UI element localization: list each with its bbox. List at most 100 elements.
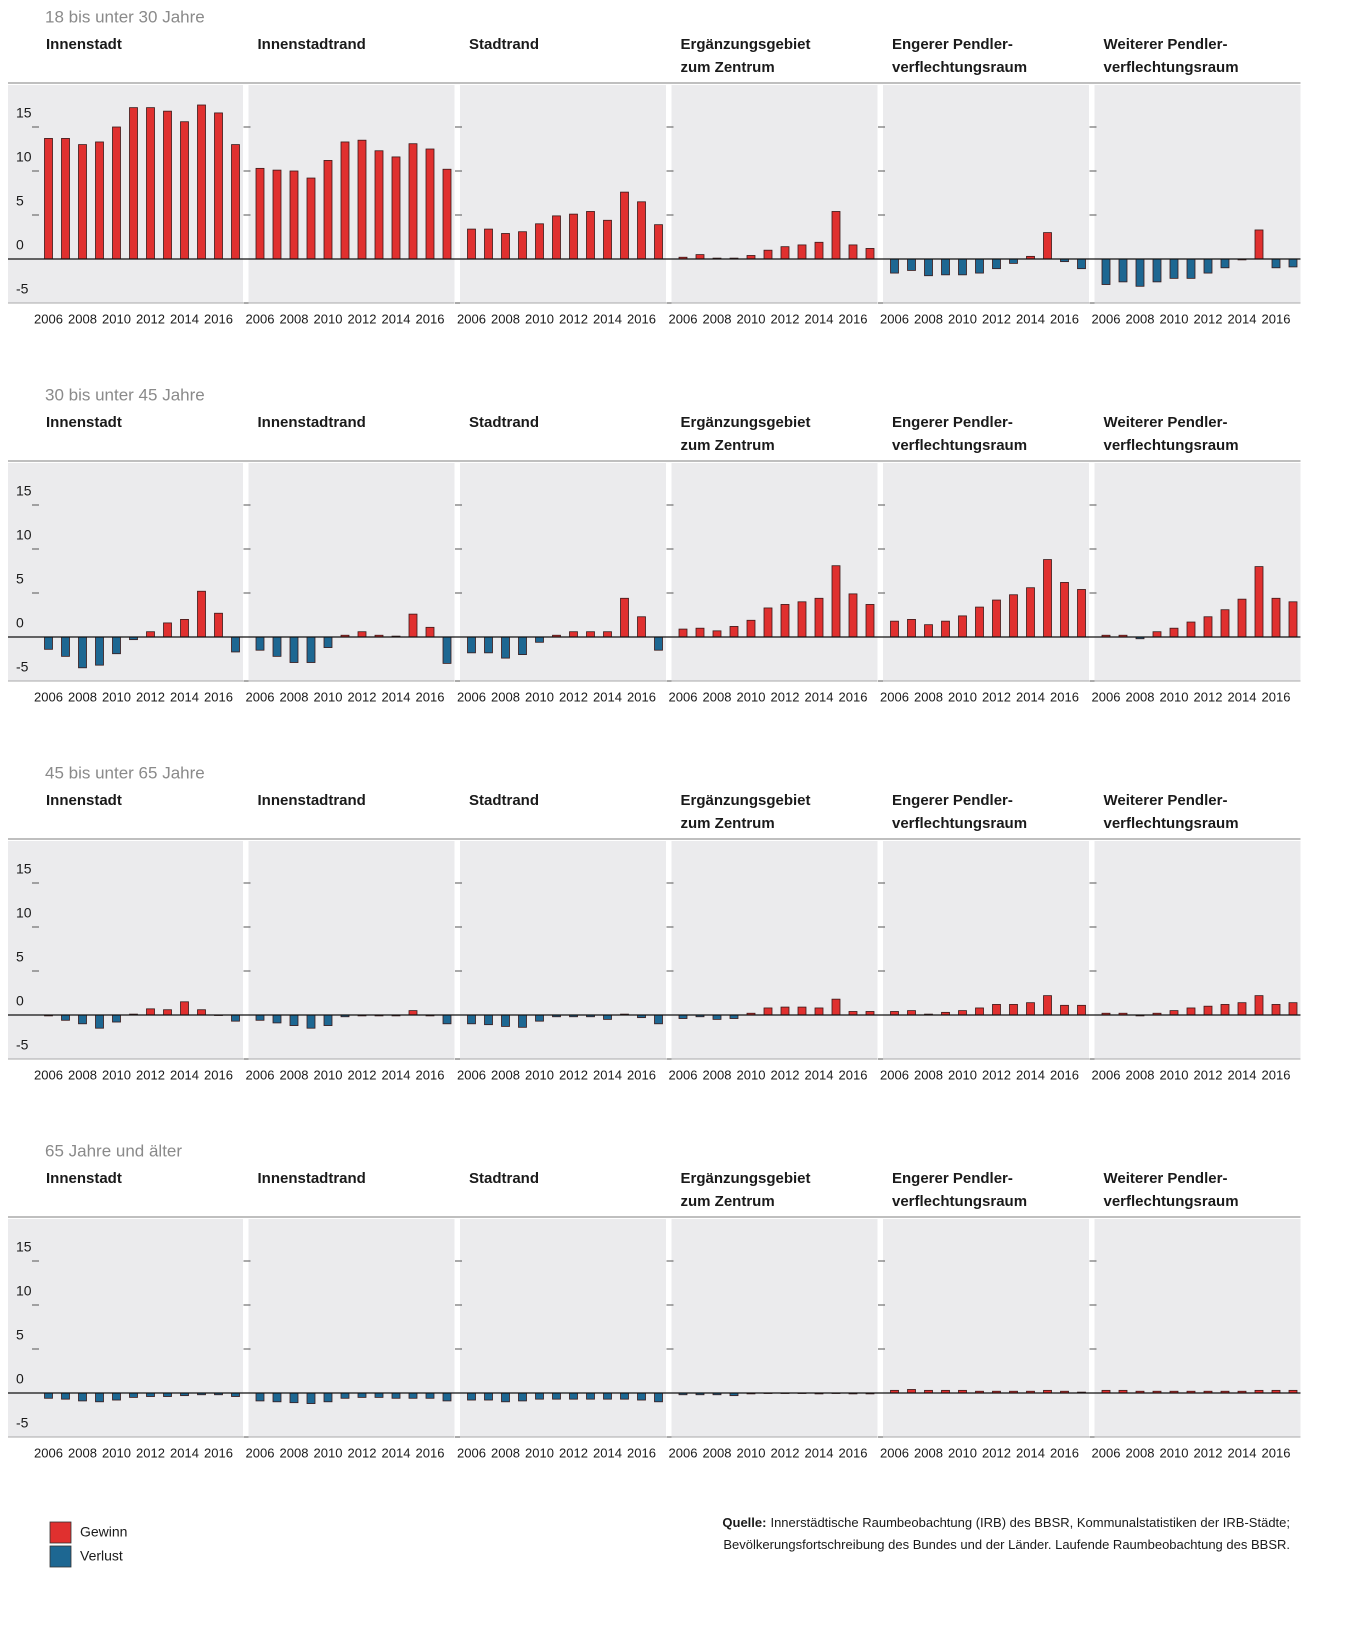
panel-title: zum Zentrum: [681, 437, 775, 454]
x-tick-label: 2010: [102, 1445, 131, 1460]
bar: [1254, 566, 1264, 638]
bar: [61, 1014, 70, 1021]
panel-background: [883, 463, 1089, 681]
y-tick-label: 0: [16, 1371, 24, 1387]
y-tick-label: 15: [16, 861, 32, 877]
panel-background: [671, 1219, 878, 1437]
x-tick-label: 2012: [136, 1445, 165, 1460]
bar: [814, 597, 824, 638]
bar: [1271, 1004, 1281, 1016]
x-tick-label: 2008: [914, 689, 943, 704]
bar: [1152, 631, 1162, 638]
bar: [95, 1392, 104, 1403]
x-tick-label: 2012: [771, 1067, 800, 1082]
bar: [214, 112, 223, 260]
bar: [501, 1014, 510, 1027]
bar: [112, 126, 121, 260]
bar: [1043, 559, 1052, 638]
x-tick-label: 2008: [491, 1445, 520, 1460]
bar: [695, 254, 705, 260]
x-tick-label: 2010: [314, 689, 343, 704]
bar: [958, 1010, 967, 1016]
bar: [146, 631, 155, 638]
bar: [61, 636, 70, 657]
x-tick-label: 2010: [948, 311, 977, 326]
x-tick-label: 2016: [204, 1445, 233, 1460]
x-tick-label: 2006: [669, 1067, 698, 1082]
bar: [1026, 1002, 1035, 1016]
bar: [552, 215, 561, 260]
x-tick-label: 2014: [805, 1445, 834, 1460]
bar: [442, 1014, 452, 1025]
x-tick-label: 2010: [948, 689, 977, 704]
x-tick-label: 2008: [491, 1067, 520, 1082]
source-line: Innerstädtische Raumbeobachtung (IRB) de…: [770, 1515, 1290, 1530]
bar: [975, 606, 984, 638]
bar: [797, 244, 807, 260]
bar: [1186, 258, 1196, 279]
bar: [780, 604, 790, 638]
panel-title: Weiterer Pendler-: [1104, 1170, 1228, 1187]
x-tick-label: 2016: [1050, 311, 1079, 326]
x-tick-label: 2006: [34, 689, 63, 704]
bar: [1254, 229, 1264, 260]
x-tick-label: 2016: [1050, 1445, 1079, 1460]
x-tick-label: 2014: [593, 1067, 622, 1082]
panel-title: Innenstadt: [46, 792, 122, 809]
x-tick-label: 2008: [1126, 311, 1155, 326]
bar: [1186, 1007, 1196, 1016]
panel-background: [883, 1219, 1089, 1437]
bar: [255, 1392, 265, 1402]
bar: [975, 258, 984, 274]
bar: [1077, 589, 1086, 638]
bar: [501, 1392, 510, 1403]
bar: [323, 160, 333, 260]
source-text: Bevölkerungsfortschreibung des Bundes un…: [723, 1537, 1290, 1552]
bar: [425, 148, 435, 260]
source-label: Quelle:: [722, 1515, 766, 1530]
bar: [535, 223, 544, 260]
panel-background: [671, 85, 878, 303]
panel-title: Weiterer Pendler-: [1104, 414, 1228, 431]
bar: [1077, 1004, 1086, 1016]
bar: [323, 1392, 333, 1403]
panel-title: verflechtungsraum: [1104, 59, 1239, 76]
x-tick-label: 2006: [246, 1445, 275, 1460]
x-tick-label: 2008: [703, 1445, 732, 1460]
x-tick-label: 2016: [839, 1067, 868, 1082]
bar: [323, 636, 333, 648]
x-tick-label: 2010: [1160, 1067, 1189, 1082]
group-title: 30 bis unter 45 Jahre: [45, 385, 205, 404]
x-tick-label: 2014: [382, 311, 411, 326]
x-tick-label: 2014: [170, 689, 199, 704]
bar: [467, 1014, 476, 1025]
y-tick-label: 0: [16, 237, 24, 253]
y-tick-label: 10: [16, 905, 32, 921]
bar: [391, 156, 401, 260]
panel-background: [248, 1219, 455, 1437]
bar: [535, 1392, 544, 1400]
bar: [620, 191, 629, 260]
panel-background: [460, 85, 666, 303]
bar: [1237, 1002, 1247, 1016]
panel-title: zum Zentrum: [681, 59, 775, 76]
bar: [442, 1392, 452, 1402]
x-tick-label: 2012: [982, 1067, 1011, 1082]
legend-label: Verlust: [80, 1548, 123, 1564]
bar: [637, 201, 646, 260]
bar: [467, 1392, 476, 1401]
bar: [603, 1392, 612, 1400]
bar: [129, 107, 138, 260]
bar: [95, 1014, 104, 1029]
y-tick-label: 10: [16, 527, 32, 543]
x-tick-label: 2010: [948, 1067, 977, 1082]
legend-swatch: [49, 1545, 72, 1568]
bar: [865, 604, 875, 638]
x-tick-label: 2006: [880, 1445, 909, 1460]
panel-background: [248, 463, 455, 681]
bar: [695, 627, 705, 638]
panel-title: Engerer Pendler-: [892, 36, 1013, 53]
bar: [831, 211, 841, 260]
bar: [637, 616, 646, 638]
x-tick-label: 2012: [136, 1067, 165, 1082]
